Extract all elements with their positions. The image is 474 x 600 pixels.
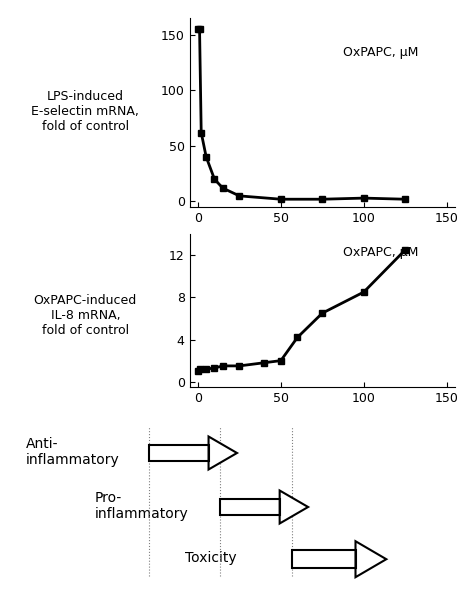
Text: OxPAPC, μM: OxPAPC, μM (343, 246, 419, 259)
Polygon shape (280, 491, 308, 523)
Text: Anti-
inflammatory: Anti- inflammatory (26, 437, 120, 467)
FancyBboxPatch shape (292, 550, 356, 568)
Text: LPS-induced
E-selectin mRNA,
fold of control: LPS-induced E-selectin mRNA, fold of con… (31, 89, 139, 133)
Polygon shape (356, 541, 386, 577)
FancyBboxPatch shape (149, 445, 209, 461)
Text: OxPAPC, μM: OxPAPC, μM (343, 46, 419, 59)
Polygon shape (209, 437, 237, 469)
Text: Pro-
inflammatory: Pro- inflammatory (95, 491, 189, 521)
FancyBboxPatch shape (220, 499, 280, 515)
Text: Toxicity: Toxicity (185, 551, 237, 565)
Text: OxPAPC-induced
IL-8 mRNA,
fold of control: OxPAPC-induced IL-8 mRNA, fold of contro… (34, 293, 137, 337)
